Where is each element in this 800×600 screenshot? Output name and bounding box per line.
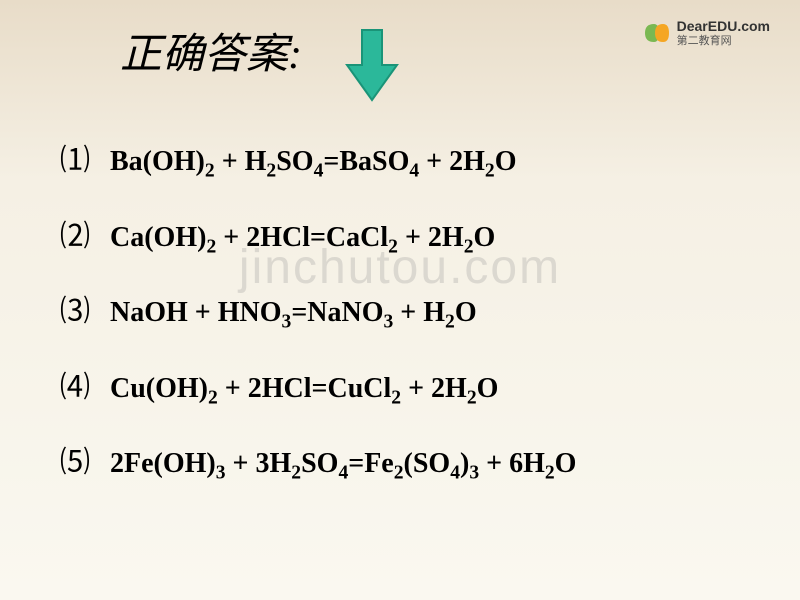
down-arrow-icon bbox=[342, 25, 402, 105]
equation-number: ⑷ bbox=[60, 362, 110, 406]
equation-number: ⑶ bbox=[60, 286, 110, 330]
equation-body: NaOH + HNO3=NaNO3 + H2O bbox=[110, 297, 477, 334]
equation-row: ⑷ Cu(OH)2 + 2HCl=CuCl2 + 2H2O bbox=[60, 362, 740, 410]
equation-body: Cu(OH)2 + 2HCl=CuCl2 + 2H2O bbox=[110, 373, 498, 410]
equation-number: ⑵ bbox=[60, 211, 110, 255]
equation-body: Ba(OH)2 + H2SO4=BaSO4 + 2H2O bbox=[110, 146, 516, 183]
equation-body: Ca(OH)2 + 2HCl=CaCl2 + 2H2O bbox=[110, 222, 495, 259]
equation-row: ⑴ Ba(OH)2 + H2SO4=BaSO4 + 2H2O bbox=[60, 135, 740, 183]
equation-number: ⑴ bbox=[60, 135, 110, 179]
slide-title: 正确答案: bbox=[120, 20, 302, 81]
equation-list: ⑴ Ba(OH)2 + H2SO4=BaSO4 + 2H2O ⑵ Ca(OH)2… bbox=[60, 135, 740, 485]
equation-row: ⑶ NaOH + HNO3=NaNO3 + H2O bbox=[60, 286, 740, 334]
equation-row: ⑸ 2Fe(OH)3 + 3H2SO4=Fe2(SO4)3 + 6H2O bbox=[60, 437, 740, 485]
equation-body: 2Fe(OH)3 + 3H2SO4=Fe2(SO4)3 + 6H2O bbox=[110, 448, 576, 485]
equation-number: ⑸ bbox=[60, 437, 110, 481]
equation-row: ⑵ Ca(OH)2 + 2HCl=CaCl2 + 2H2O bbox=[60, 211, 740, 259]
